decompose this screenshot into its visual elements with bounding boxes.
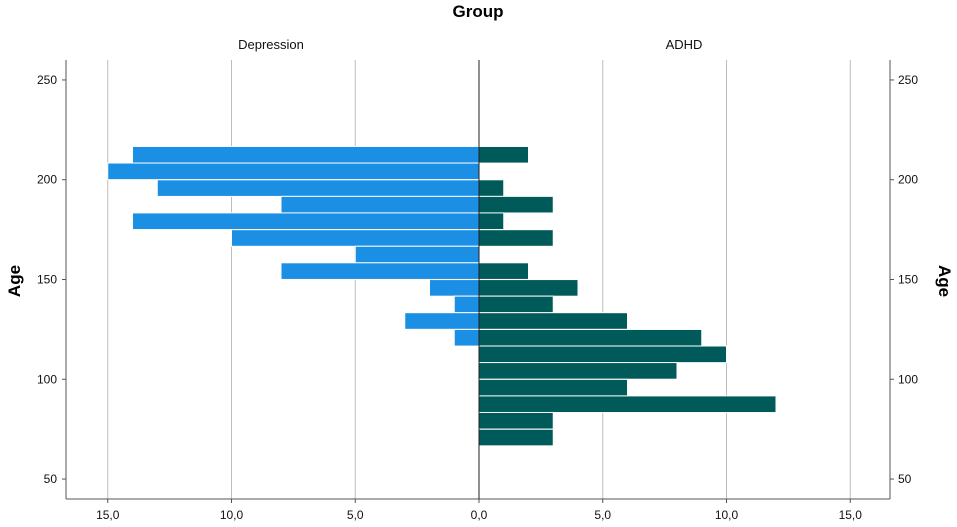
y-tick-label-right-3: 200 [898, 173, 918, 187]
bar-adhd-3 [478, 212, 505, 231]
bar-depression-2 [156, 179, 480, 197]
x-tick-label-6: 15,0 [839, 508, 863, 522]
panel-label-adhd: ADHD [666, 37, 703, 52]
chart-title: Group [453, 2, 504, 21]
y-tick-label-right-0: 50 [898, 472, 912, 486]
bar-adhd-10 [478, 345, 727, 364]
x-tick-label-2: 5,0 [347, 508, 364, 522]
x-tick-label-1: 10,0 [220, 508, 244, 522]
bar-depression-10 [404, 312, 480, 330]
y-tick-label-left-2: 150 [37, 273, 57, 287]
panel-label-depression: Depression [238, 37, 304, 52]
bar-adhd-0 [478, 145, 529, 164]
tick-labels-layer: 50 50 100 100 150 150 200 200 250 250 15,0 10,0 5,0 0… [37, 73, 918, 522]
bar-adhd-7 [478, 295, 554, 314]
y-axis-title-right: Age [935, 265, 954, 297]
y-axis-title-left: Age [5, 265, 24, 297]
y-tick-label-right-4: 250 [898, 73, 918, 87]
y-tick-label-left-0: 50 [44, 472, 58, 486]
y-tick-label-left-3: 200 [37, 173, 57, 187]
bar-adhd-9 [478, 328, 703, 347]
bar-adhd-4 [478, 229, 554, 247]
bar-depression-7 [280, 262, 480, 280]
y-tick-label-right-2: 150 [898, 273, 918, 287]
bar-adhd-2 [478, 195, 554, 214]
bar-adhd-6 [478, 279, 579, 297]
bar-depression-4 [132, 212, 480, 231]
bar-depression-1 [107, 162, 480, 181]
x-tick-label-3: 0,0 [471, 508, 488, 522]
bars-layer [107, 145, 777, 447]
bar-depression-8 [429, 279, 480, 297]
x-tick-label-5: 10,0 [715, 508, 739, 522]
bar-adhd-12 [478, 378, 628, 397]
bar-adhd-1 [478, 179, 505, 197]
y-tick-label-left-4: 250 [37, 73, 57, 87]
bar-adhd-13 [478, 395, 777, 414]
bar-adhd-5 [478, 262, 529, 280]
x-tick-label-0: 15,0 [96, 508, 120, 522]
bar-adhd-14 [478, 411, 554, 430]
bar-adhd-11 [478, 362, 678, 380]
bar-depression-5 [231, 229, 480, 247]
axes-layer [62, 60, 894, 503]
bar-adhd-8 [478, 312, 628, 330]
bar-depression-6 [354, 245, 480, 264]
y-tick-label-right-1: 100 [898, 372, 918, 386]
x-tick-label-4: 5,0 [594, 508, 611, 522]
bar-adhd-15 [478, 428, 554, 447]
y-tick-label-left-1: 100 [37, 372, 57, 386]
bar-depression-11 [453, 328, 480, 347]
bar-depression-0 [132, 145, 480, 164]
bar-depression-3 [280, 195, 480, 214]
bar-depression-9 [453, 295, 480, 314]
